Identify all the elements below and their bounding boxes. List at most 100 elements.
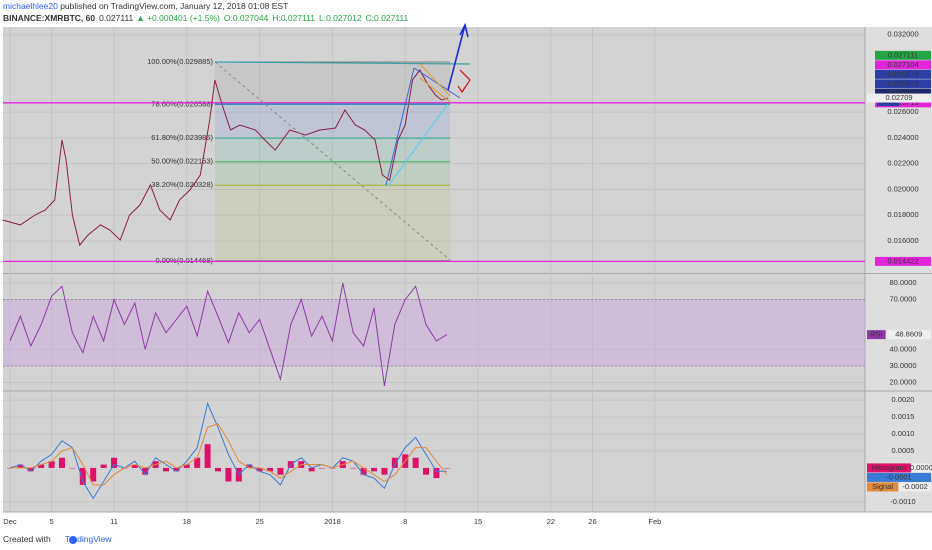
histogram-bar <box>69 467 76 469</box>
histogram-bar <box>110 457 117 468</box>
footer: Created with TradingView <box>3 534 112 544</box>
y-tick-label: 40.0000 <box>889 344 916 353</box>
change: ▲ +0.000401 (+1.5%) <box>136 13 220 23</box>
last-value: -0.0001 <box>886 472 911 481</box>
price-label-box <box>875 98 931 108</box>
fib-label: 78.60%(0.026588) <box>151 100 213 109</box>
fib-label: 61.80%(0.023985) <box>151 133 213 142</box>
plot-bg <box>3 27 865 512</box>
price-label-box <box>875 50 931 60</box>
brand[interactable]: TradingView <box>65 534 113 544</box>
histogram-bar <box>79 467 86 485</box>
price-label: 0.026875 <box>887 79 918 88</box>
histogram-bar <box>433 467 440 479</box>
histogram-bar <box>246 464 253 468</box>
last-value-box <box>867 472 931 482</box>
y-tick-label: 30.0000 <box>889 361 916 370</box>
last-value: -0.0002 <box>902 482 927 491</box>
last-value-box <box>886 330 931 340</box>
x-tick-label: 8 <box>403 517 407 526</box>
y-tick-label: 0.0010 <box>892 429 915 438</box>
last-value-box <box>911 463 931 473</box>
histogram-bar <box>277 467 284 475</box>
fib-zone <box>215 161 450 186</box>
price-label: 0.027104 <box>887 60 918 69</box>
histogram-bar <box>17 464 24 468</box>
y-tick-label: 0.026000 <box>887 107 918 116</box>
histogram-bar <box>173 467 180 472</box>
series-line <box>2 68 449 247</box>
x-tick-label: Feb <box>648 517 661 526</box>
y-tick-label: 80.0000 <box>889 278 916 287</box>
series-name-box <box>867 463 911 473</box>
ohlc: O:0.027044 <box>224 13 269 23</box>
histogram-bar <box>412 457 419 468</box>
series-name-box <box>867 330 886 340</box>
histogram-bar <box>360 467 367 475</box>
fib-zone <box>215 104 450 139</box>
x-tick-label: 11 <box>110 517 118 526</box>
author[interactable]: michaelhlee20 <box>3 1 58 11</box>
series-line <box>9 401 447 500</box>
last-value: 0.0000 <box>910 463 932 472</box>
price-label: 0.027111 <box>888 50 918 59</box>
histogram-bar <box>423 467 430 475</box>
labels: 0.032000 0.026000 0.024000 0.022000 0.020000… <box>3 30 932 526</box>
rsi-band <box>3 299 865 366</box>
arrow-head <box>459 22 469 38</box>
histogram-bar <box>391 457 398 468</box>
fib-label: 38.20%(0.020328) <box>151 180 213 189</box>
y-tick-label: -0.0010 <box>890 497 915 506</box>
histogram-bar <box>90 467 97 482</box>
histogram-bar <box>100 464 107 468</box>
histogram-bar <box>183 464 190 468</box>
arrow-head <box>457 85 467 94</box>
chart-layer: 100.00%(0.029885) 78.60%(0.026588) 61.80%(… <box>2 27 865 512</box>
symbol: BINANCE:XMRBTC, 60 <box>3 13 95 23</box>
series-name: Histogram <box>872 463 906 472</box>
ohlc: L:0.027012 <box>319 13 362 23</box>
grids <box>3 27 865 512</box>
x-tick-label: 26 <box>588 517 596 526</box>
y-tick-label: 0.0005 <box>892 446 915 455</box>
fib-zone <box>215 138 450 162</box>
histogram-bar <box>267 467 274 472</box>
author-line: michaelhlee20 published on TradingView.c… <box>3 1 288 11</box>
last-value: 48.8609 <box>895 330 922 339</box>
histogram-bar <box>225 467 232 482</box>
histogram-bar <box>215 467 222 472</box>
histogram-bar <box>443 467 450 469</box>
x-tick-label: 15 <box>474 517 482 526</box>
histogram-bar <box>350 467 357 469</box>
series <box>2 68 865 500</box>
y-tick-label: 0.018000 <box>887 210 918 219</box>
x-tick-label: 25 <box>255 517 263 526</box>
price-label-box <box>875 256 931 266</box>
fib-label: 50.00%(0.022153) <box>151 157 213 166</box>
last-value-box <box>899 482 931 492</box>
ohlc: H:0.027111 <box>272 13 315 23</box>
y-tick-label: 20.0000 <box>889 378 916 387</box>
channel-line <box>214 61 471 65</box>
y-tick-label: 0.024000 <box>887 133 918 142</box>
price-label: 0.026710 <box>887 88 918 97</box>
y-tick-label: 0.032000 <box>887 30 918 39</box>
last: 0.027111 <box>99 13 133 23</box>
published: published on TradingView.com, January 12… <box>58 1 288 11</box>
brand-icon <box>69 536 77 544</box>
symbol-line: BINANCE:XMRBTC, 60 0.027111 ▲ +0.000401 (+… <box>3 13 409 23</box>
axis-bg <box>865 27 932 512</box>
x-tick-label: Dec <box>3 517 17 526</box>
y-tick-label: 0.0020 <box>892 395 915 404</box>
histogram-bar <box>308 467 315 472</box>
histogram-bar <box>194 457 201 468</box>
histogram-bar <box>162 467 169 472</box>
histogram-bar <box>256 467 263 472</box>
fib-label: 100.00%(0.029885) <box>147 57 213 66</box>
series-name: RSI <box>870 330 883 339</box>
histogram-bar <box>27 467 34 472</box>
histogram-bar <box>381 467 388 475</box>
y-tick-label: 70.0000 <box>889 295 916 304</box>
trend-line <box>385 67 415 186</box>
